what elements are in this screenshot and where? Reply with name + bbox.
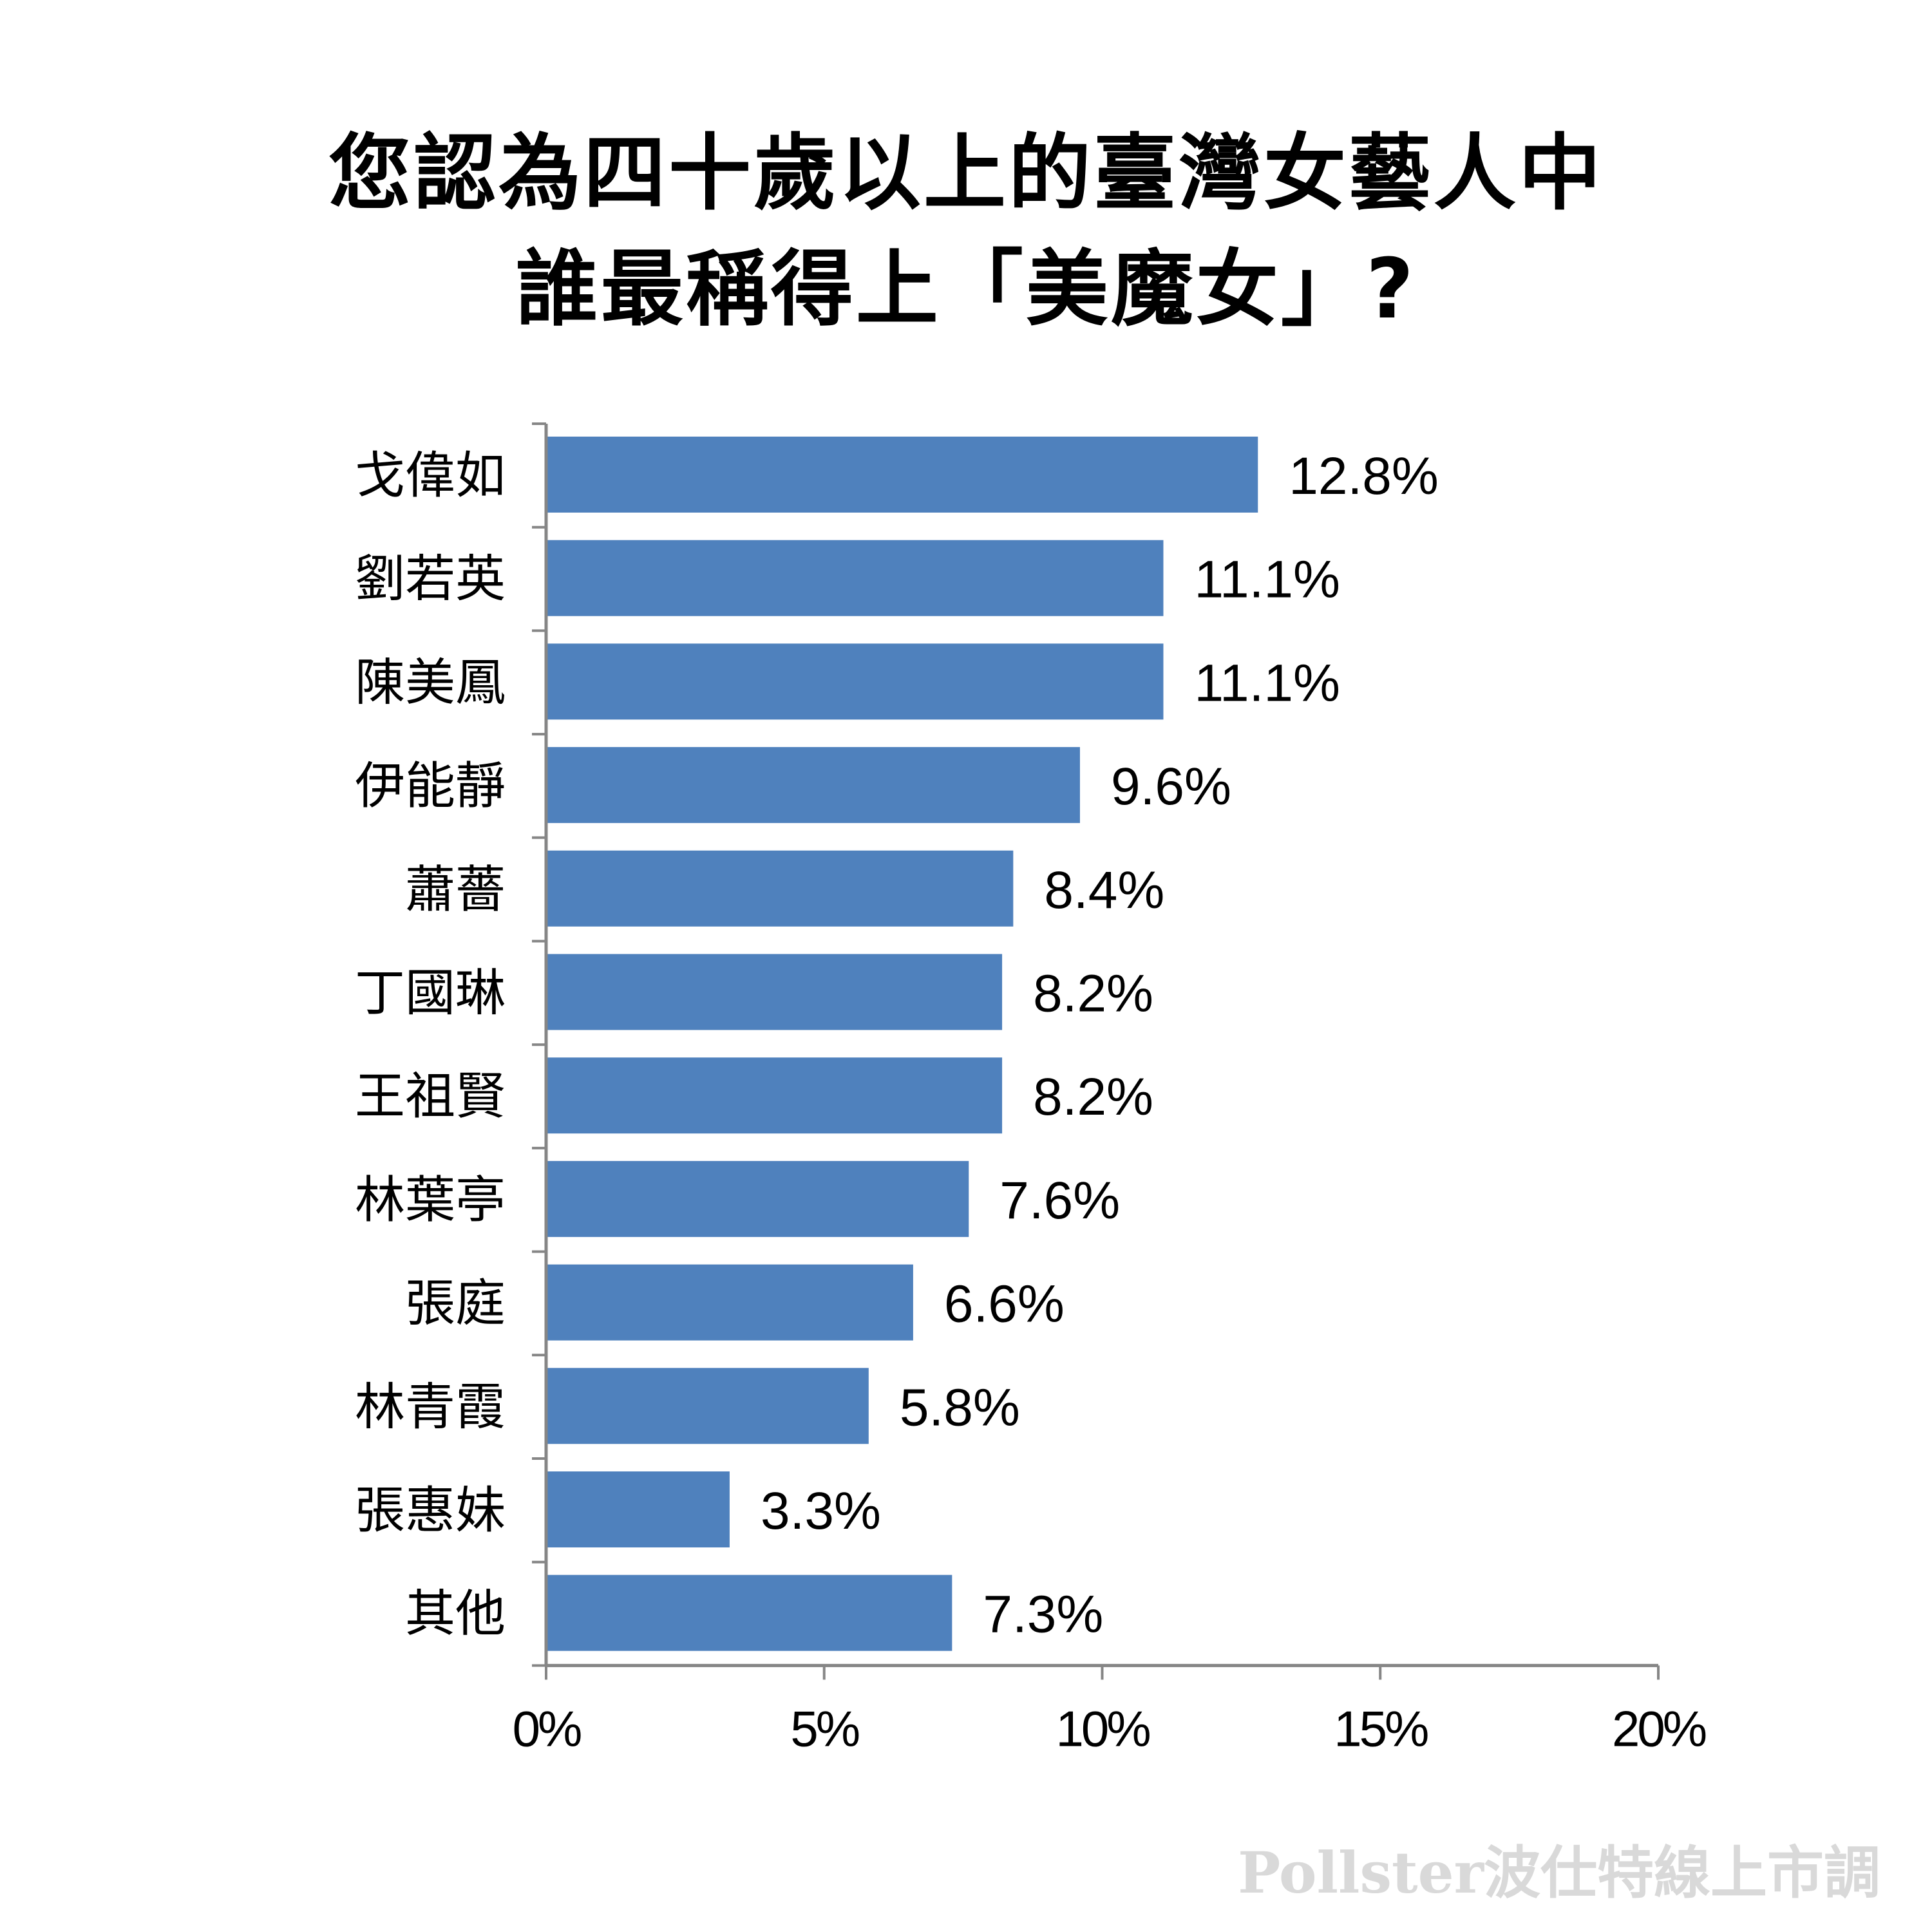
- bar: [547, 954, 1003, 1030]
- x-tick-label: 15%: [1334, 1700, 1428, 1757]
- data-label: 12.8%: [1289, 447, 1439, 506]
- category-label: 張惠妹: [355, 1482, 506, 1540]
- category-label: 蕭薔: [405, 861, 506, 919]
- category-label: 戈偉如: [355, 447, 506, 505]
- category-label: 王祖賢: [355, 1068, 506, 1126]
- chart-title-line-1: 您認為四十歲以上的臺灣女藝人中: [328, 126, 1604, 222]
- data-label: 9.6%: [1111, 757, 1231, 816]
- data-label: 5.8%: [900, 1378, 1020, 1437]
- x-tick-label: 20%: [1612, 1700, 1706, 1757]
- bar: [547, 1574, 952, 1651]
- category-label: 其他: [405, 1585, 506, 1643]
- x-tick-label: 10%: [1056, 1700, 1150, 1757]
- watermark: Pollster波仕特線上市調: [1238, 1839, 1880, 1906]
- category-label: 陳美鳳: [355, 654, 506, 712]
- bar: [547, 643, 1164, 720]
- data-label: 8.4%: [1044, 861, 1164, 920]
- data-label: 11.1%: [1194, 654, 1340, 712]
- bar: [547, 1368, 869, 1444]
- category-label: 伊能靜: [355, 757, 506, 815]
- chart-title-line-2: 誰最稱得上「美魔女」?: [515, 241, 1417, 337]
- bar: [547, 1057, 1003, 1134]
- data-label: 8.2%: [1033, 1068, 1153, 1126]
- data-label: 8.2%: [1033, 965, 1153, 1023]
- category-label: 丁國琳: [355, 965, 506, 1023]
- data-label: 3.3%: [761, 1482, 881, 1540]
- bar: [547, 540, 1164, 616]
- category-label: 林葉亭: [355, 1171, 506, 1229]
- data-label: 7.3%: [983, 1585, 1103, 1644]
- x-tick-label: 5%: [790, 1700, 858, 1757]
- bar: [547, 1264, 913, 1341]
- data-label: 11.1%: [1194, 551, 1340, 609]
- category-label: 張庭: [405, 1275, 506, 1333]
- data-label: 7.6%: [999, 1171, 1120, 1230]
- category-label: 劉若英: [355, 551, 506, 609]
- bar: [547, 437, 1258, 513]
- bar: [547, 850, 1014, 927]
- bar: [547, 1160, 969, 1237]
- bar: [547, 1471, 730, 1547]
- bar: [547, 747, 1080, 824]
- category-label: 林青霞: [355, 1378, 506, 1436]
- data-label: 6.6%: [944, 1275, 1065, 1334]
- x-tick-label: 0%: [513, 1700, 581, 1757]
